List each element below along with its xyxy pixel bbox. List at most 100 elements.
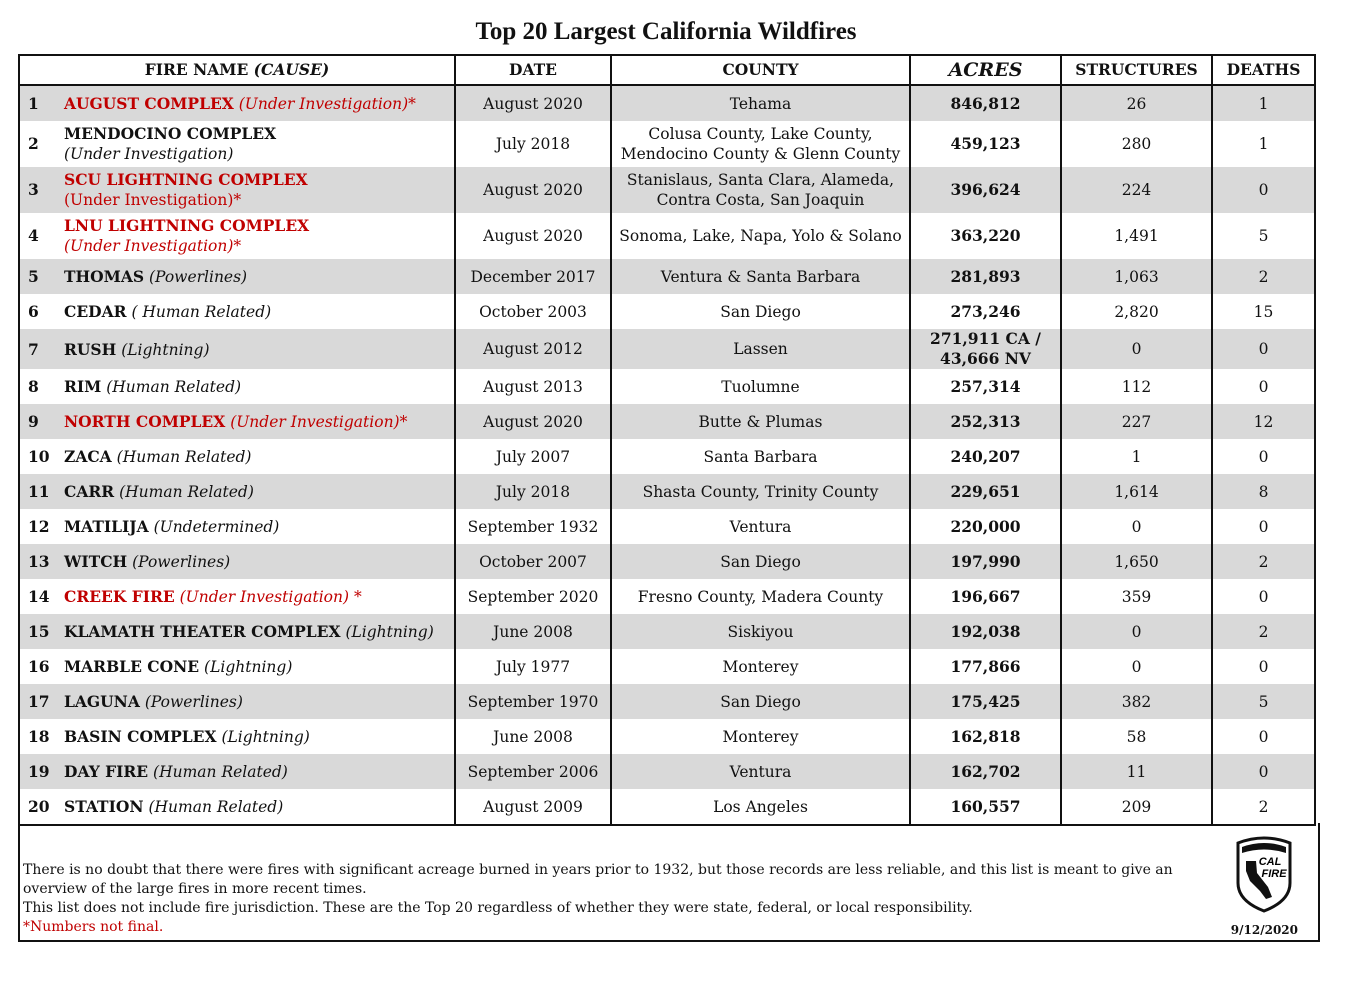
acres-line: 271,911 CA / bbox=[930, 329, 1041, 348]
fire-name-cell: 2 MENDOCINO COMPLEX (Under Investigation) bbox=[18, 121, 456, 167]
date-cell: July 1977 bbox=[454, 649, 612, 684]
fire-name: BASIN COMPLEX bbox=[64, 727, 217, 746]
structures-cell: 0 bbox=[1060, 329, 1213, 369]
fire-cause: (Under Investigation) * bbox=[179, 588, 362, 606]
acres-line: 363,220 bbox=[950, 226, 1021, 245]
fire-cause: (Under Investigation)* bbox=[230, 413, 408, 431]
county-cell: Monterey bbox=[610, 649, 911, 684]
rank-number: 13 bbox=[28, 552, 50, 571]
fire-name: SCU LIGHTNING COMPLEX bbox=[64, 170, 308, 189]
fire-cause: (Under Investigation) bbox=[64, 145, 234, 163]
fire-name-text: MENDOCINO COMPLEX (Under Investigation) bbox=[64, 124, 276, 164]
acres-line: 459,123 bbox=[950, 134, 1021, 153]
header-deaths: DEATHS bbox=[1211, 55, 1316, 86]
deaths-cell: 12 bbox=[1211, 404, 1316, 439]
rank-number: 8 bbox=[28, 377, 39, 396]
fire-name: AUGUST COMPLEX bbox=[64, 94, 234, 113]
fire-name: RIM bbox=[64, 377, 102, 396]
table-row: 2 MENDOCINO COMPLEX (Under Investigation) J… bbox=[18, 121, 1316, 167]
acres-cell: 160,557 bbox=[909, 789, 1062, 825]
county-line: Butte & Plumas bbox=[698, 412, 823, 431]
fire-name-cell: 5 THOMAS (Powerlines) bbox=[18, 259, 456, 294]
acres-cell: 162,702 bbox=[909, 754, 1062, 789]
rank-number: 14 bbox=[28, 587, 50, 606]
fire-name-cell: 3 SCU LIGHTNING COMPLEX (Under Investigati… bbox=[18, 167, 456, 213]
acres-line: 220,000 bbox=[950, 516, 1021, 536]
acres-line: 162,818 bbox=[950, 726, 1021, 746]
structures-cell: 0 bbox=[1060, 509, 1213, 544]
acres-cell: 271,911 CA /43,666 NV bbox=[909, 329, 1062, 369]
fire-name-text: MARBLE CONE (Lightning) bbox=[64, 657, 292, 677]
svg-text:FIRE: FIRE bbox=[1261, 868, 1287, 880]
fire-name-cell: 16 MARBLE CONE (Lightning) bbox=[18, 649, 456, 684]
date-cell: September 2020 bbox=[454, 579, 612, 614]
county-line: Stanislaus, Santa Clara, Alameda, bbox=[626, 171, 895, 189]
structures-cell: 359 bbox=[1060, 579, 1213, 614]
acres-cell: 229,651 bbox=[909, 474, 1062, 509]
table-row: 8 RIM (Human Related) August 2013 Tuolumne 2… bbox=[18, 369, 1316, 404]
county-cell: San Diego bbox=[610, 544, 911, 579]
rank-number: 10 bbox=[28, 447, 50, 466]
county-cell: Sonoma, Lake, Napa, Yolo & Solano bbox=[610, 213, 911, 259]
county-cell: Colusa County, Lake County, Mendocino Cou… bbox=[610, 121, 911, 167]
deaths-cell: 15 bbox=[1211, 294, 1316, 329]
acres-line: 43,666 NV bbox=[940, 349, 1031, 368]
deaths-cell: 2 bbox=[1211, 614, 1316, 649]
header-cause-label: (CAUSE) bbox=[253, 60, 330, 79]
table-row: 18 BASIN COMPLEX (Lightning) June 2008 Mont… bbox=[18, 719, 1316, 754]
page-title: Top 20 Largest California Wildfires bbox=[475, 18, 857, 45]
fire-cause: (Undetermined) bbox=[153, 518, 280, 536]
note-prior-records: There is no doubt that there were fires … bbox=[23, 862, 1173, 897]
deaths-cell: 0 bbox=[1211, 329, 1316, 369]
date-cell: September 1932 bbox=[454, 509, 612, 544]
date-cell: August 2009 bbox=[454, 789, 612, 825]
fire-name: LNU LIGHTNING COMPLEX bbox=[64, 216, 310, 235]
acres-line: 252,313 bbox=[950, 411, 1021, 431]
acres-line: 240,207 bbox=[950, 446, 1021, 466]
structures-cell: 26 bbox=[1060, 85, 1213, 121]
fire-name-text: ZACA (Human Related) bbox=[64, 447, 251, 467]
fire-cause: (Under Investigation)* bbox=[238, 95, 416, 113]
county-cell: Siskiyou bbox=[610, 614, 911, 649]
acres-cell: 396,624 bbox=[909, 167, 1062, 213]
fire-name-text: SCU LIGHTNING COMPLEX (Under Investigatio… bbox=[64, 170, 308, 210]
county-line: Ventura bbox=[729, 517, 792, 536]
table-row: 6 CEDAR ( Human Related) October 2003 San D… bbox=[18, 294, 1316, 329]
county-cell: Butte & Plumas bbox=[610, 404, 911, 439]
rank-number: 19 bbox=[28, 762, 50, 781]
acres-line: 162,702 bbox=[950, 761, 1021, 781]
fire-cause: (Powerlines) bbox=[149, 268, 248, 286]
header-acres: ACRES bbox=[909, 55, 1062, 86]
rank-number: 12 bbox=[28, 517, 50, 536]
county-cell: Santa Barbara bbox=[610, 439, 911, 474]
table-row: 5 THOMAS (Powerlines) December 2017 Ventura… bbox=[18, 259, 1316, 294]
fire-cause: (Lightning) bbox=[345, 623, 434, 641]
structures-cell: 280 bbox=[1060, 121, 1213, 167]
header-fire-name: FIRE NAME (CAUSE) bbox=[18, 55, 456, 86]
header-fire-name-label: FIRE NAME bbox=[144, 60, 254, 79]
rank-number: 16 bbox=[28, 657, 50, 676]
fire-name-cell: 11 CARR (Human Related) bbox=[18, 474, 456, 509]
county-line: Lassen bbox=[733, 340, 788, 358]
fire-name-text: RUSH (Lightning) bbox=[64, 340, 210, 360]
county-line: Siskiyou bbox=[727, 622, 794, 641]
fire-cause: (Human Related) bbox=[116, 448, 252, 466]
structures-cell: 1,063 bbox=[1060, 259, 1213, 294]
county-line: Fresno County, Madera County bbox=[637, 587, 884, 606]
date-cell: June 2008 bbox=[454, 614, 612, 649]
table-row: 1 AUGUST COMPLEX (Under Investigation)* Au… bbox=[18, 85, 1316, 121]
deaths-cell: 0 bbox=[1211, 369, 1316, 404]
header-date: DATE bbox=[454, 55, 612, 86]
fire-cause: (Under Investigation)* bbox=[64, 191, 242, 209]
county-cell: Fresno County, Madera County bbox=[610, 579, 911, 614]
fire-name-text: MATILIJA (Undetermined) bbox=[64, 517, 279, 537]
structures-cell: 0 bbox=[1060, 649, 1213, 684]
county-cell: San Diego bbox=[610, 294, 911, 329]
deaths-cell: 0 bbox=[1211, 649, 1316, 684]
deaths-cell: 0 bbox=[1211, 579, 1316, 614]
fire-name: CEDAR bbox=[64, 302, 127, 321]
acres-cell: 196,667 bbox=[909, 579, 1062, 614]
acres-line: 196,667 bbox=[950, 586, 1021, 606]
structures-cell: 11 bbox=[1060, 754, 1213, 789]
deaths-cell: 2 bbox=[1211, 544, 1316, 579]
